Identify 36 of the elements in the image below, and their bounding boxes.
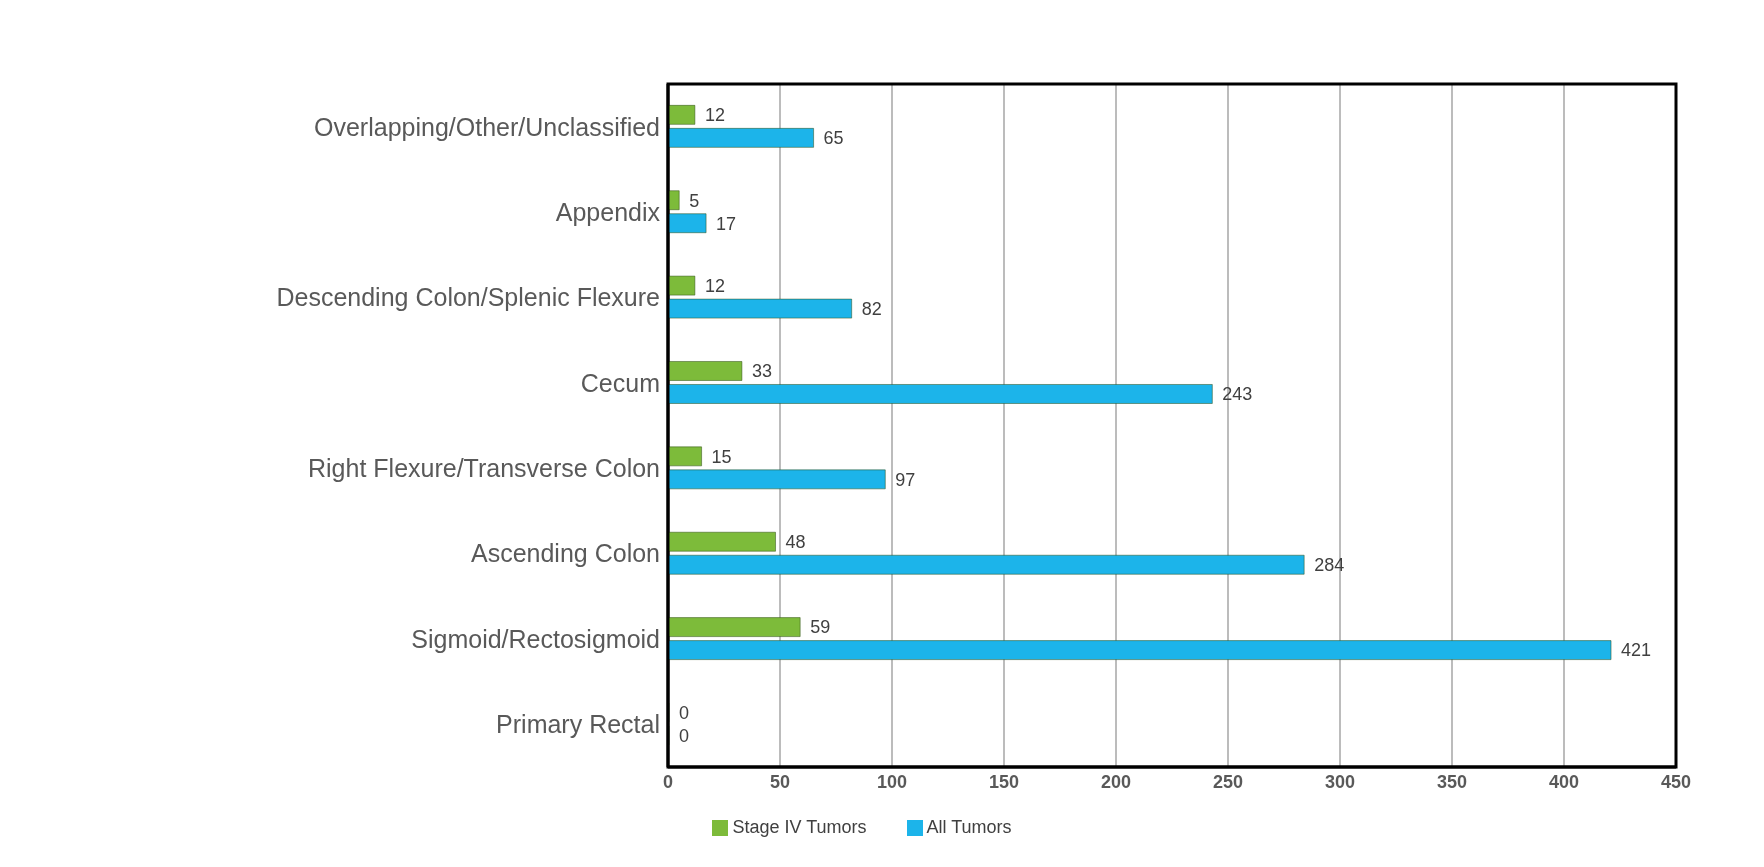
- x-tick-label: 400: [1548, 771, 1580, 792]
- x-tick-label: 150: [988, 771, 1020, 792]
- legend-label: Stage IV Tumors: [732, 817, 867, 837]
- x-tick-label: 50: [769, 771, 791, 792]
- data-label: 48: [785, 532, 806, 553]
- y-tick-label: Ascending Colon: [470, 539, 660, 568]
- y-tick-label: Primary Rectal: [496, 710, 660, 739]
- x-tick-label: 300: [1324, 771, 1356, 792]
- data-label: 17: [716, 213, 737, 234]
- data-label: 15: [711, 446, 732, 467]
- y-tick-label: Cecum: [580, 368, 660, 397]
- x-tick-label: 250: [1212, 771, 1244, 792]
- data-label: 65: [823, 128, 844, 149]
- data-label: 82: [861, 298, 882, 319]
- data-label: 243: [1222, 384, 1253, 405]
- y-tick-label: Descending Colon/Splenic Flexure: [276, 283, 660, 312]
- y-tick-label: Overlapping/Other/Unclassified: [314, 112, 660, 141]
- data-label: 0: [679, 702, 690, 723]
- y-tick-label: Sigmoid/Rectosigmoid: [411, 624, 660, 653]
- data-label: 97: [895, 469, 916, 490]
- data-label: 33: [751, 361, 772, 382]
- data-label: 0: [679, 725, 690, 746]
- data-label: 12: [704, 275, 725, 296]
- x-tick-label: 350: [1436, 771, 1468, 792]
- data-label: 284: [1314, 555, 1345, 576]
- x-tick-label: 200: [1100, 771, 1132, 792]
- data-label: 421: [1621, 640, 1652, 661]
- y-tick-label: Appendix: [555, 197, 661, 226]
- data-label: 59: [810, 617, 831, 638]
- legend-label: All Tumors: [926, 817, 1012, 837]
- x-tick-label: 450: [1660, 771, 1692, 792]
- data-label: 5: [689, 190, 700, 211]
- x-tick-label: 100: [876, 771, 908, 792]
- x-tick-label: 0: [662, 771, 674, 792]
- data-label: 12: [704, 105, 725, 126]
- y-tick-label: Right Flexure/Transverse Colon: [308, 454, 660, 483]
